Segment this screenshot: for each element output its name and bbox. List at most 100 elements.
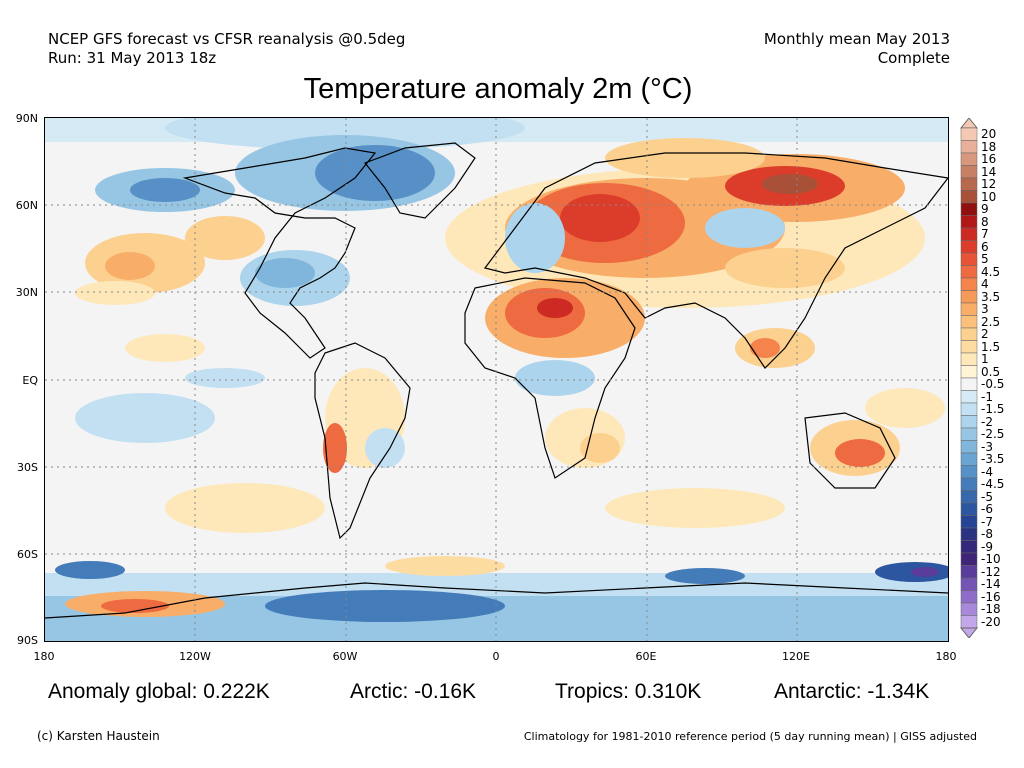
map-title: Temperature anomaly 2m (°C) [303,73,693,105]
tropics-anomaly: Tropics: 0.310K [555,680,702,703]
colorbar-label: 4 [981,277,989,292]
lon-tick-label: 120E [782,650,810,663]
colorbar-swatch [960,427,978,441]
colorbar-swatch [960,415,978,429]
colorbar-swatch [960,140,978,154]
lon-tick-label: 60W [332,650,358,663]
colorbar-label: -20 [981,614,1001,629]
lon-tick-label: 180 [33,650,55,663]
colorbar-swatch [960,152,978,166]
colorbar-swatch [960,502,978,516]
colorbar-swatch [960,227,978,241]
colorbar-label: 2 [981,327,989,342]
colorbar-swatch [960,252,978,266]
colorbar-label: 7 [981,227,989,242]
colorbar-label: -7 [981,514,993,529]
lat-tick-label: EQ [22,374,38,387]
colorbar-label: 3 [981,302,989,317]
colorbar-label: -4.5 [981,477,1005,492]
colorbar-swatch [960,165,978,179]
colorbar-swatch [960,515,978,529]
colorbar-label: -3 [981,439,993,454]
colorbar-swatch [960,540,978,554]
greenland-coast [364,142,476,219]
colorbar-swatch [960,615,978,629]
run-time: Run: 31 May 2013 18z [48,49,217,67]
coastlines [45,142,948,619]
colorbar-max-arrow [959,118,979,129]
colorbar-swatch [960,440,978,454]
colorbar-label: -9 [981,539,993,554]
colorbar-label: 6 [981,239,989,254]
colorbar-swatch [960,377,978,391]
colorbar-swatch [960,340,978,354]
colorbar-swatch [960,265,978,279]
period-label: Monthly mean May 2013 [763,30,950,48]
colorbar-swatch [960,490,978,504]
colorbar-label: 16 [981,152,997,167]
colorbar-swatch [960,527,978,541]
colorbar-swatch [960,565,978,579]
colorbar-swatch [960,477,978,491]
map-canvas [45,118,948,641]
colorbar-swatch [960,190,978,204]
colorbar-label: 18 [981,139,997,154]
colorbar-swatch [960,577,978,591]
lon-tick-label: 0 [492,650,500,663]
colorbar-label: 14 [981,164,997,179]
colorbar-min-arrow [959,627,979,638]
colorbar-label: 0.5 [981,364,1001,379]
colorbar-label: 10 [981,189,997,204]
colorbar-swatch [960,177,978,191]
colorbar-label: -14 [981,577,1001,592]
colorbar-swatch [960,365,978,379]
colorbar-swatch [960,602,978,616]
colorbar-swatch [960,590,978,604]
north-america-coast [182,147,377,359]
antarctic-anomaly: Antarctic: -1.34K [774,680,930,703]
graticule [45,118,948,641]
colorbar-label: -10 [981,552,1001,567]
model-description: NCEP GFS forecast vs CFSR reanalysis @0.… [48,30,406,48]
colorbar-label: 1 [981,352,989,367]
colorbar-label: -6 [981,502,993,517]
colorbar-label: 5 [981,252,989,267]
lat-tick-label: 90S [17,634,38,647]
colorbar-swatch [960,465,978,479]
colorbar-label: -2 [981,414,993,429]
lat-tick-label: 30S [17,461,38,474]
colorbar-swatch [960,552,978,566]
header-right: Monthly mean May 2013 Complete [764,30,950,68]
colorbar-label: 8 [981,214,989,229]
colorbar-label: -5 [981,489,993,504]
colorbar-label: -3.5 [981,452,1005,467]
colorbar-swatch [960,240,978,254]
colorbar-label: 4.5 [981,264,1001,279]
south-america-coast [314,342,411,540]
colorbar-swatch [960,127,978,141]
colorbar-label: -12 [981,564,1001,579]
eurasia-coast [483,152,948,369]
colorbar-swatch [960,452,978,466]
colorbar-label: -16 [981,589,1001,604]
header-left: NCEP GFS forecast vs CFSR reanalysis @0.… [48,30,405,68]
colorbar-swatch [960,290,978,304]
lon-tick-label: 120W [179,650,211,663]
colorbar-label: 1.5 [981,339,1001,354]
lon-tick-label: 180 [935,650,957,663]
colorbar-swatch [960,327,978,341]
colorbar-label: -4 [981,464,993,479]
colorbar [959,118,979,638]
colorbar-swatch [960,402,978,416]
colorbar-label: -2.5 [981,427,1005,442]
lon-tick-label: 60E [635,650,657,663]
colorbar-swatch [960,315,978,329]
colorbar-label: 9 [981,202,989,217]
colorbar-label: -8 [981,527,993,542]
colorbar-swatch [960,302,978,316]
colorbar-label: -1 [981,389,993,404]
anomaly-map [44,117,949,642]
lat-tick-label: 60S [17,548,38,561]
lat-tick-label: 30N [15,286,38,299]
global-anomaly: Anomaly global: 0.222K [48,680,270,703]
